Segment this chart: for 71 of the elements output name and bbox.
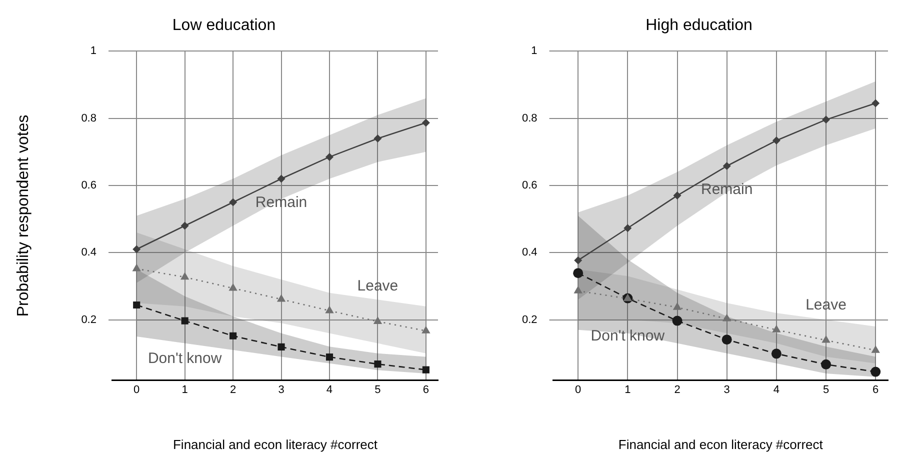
point — [325, 152, 334, 161]
x-tick-label: 5 — [374, 384, 381, 396]
point — [373, 316, 382, 324]
point — [132, 245, 141, 254]
point — [133, 301, 140, 309]
point — [229, 198, 238, 206]
x-tick-label: 5 — [822, 384, 830, 396]
point — [326, 354, 334, 361]
point — [181, 317, 188, 324]
point — [673, 192, 682, 200]
point — [180, 222, 189, 230]
x-tick-label: 2 — [230, 384, 236, 396]
point — [822, 116, 830, 124]
y-tick-label: 0.6 — [522, 180, 538, 192]
point — [722, 314, 732, 322]
x-tick-label: 1 — [182, 384, 188, 396]
y-tick-label: 0.8 — [522, 112, 538, 124]
x-tick-label: 4 — [773, 384, 780, 396]
point — [722, 162, 731, 170]
y-tick-label: 0.4 — [81, 246, 96, 259]
point — [374, 360, 382, 368]
point — [278, 343, 285, 350]
point — [822, 335, 830, 343]
point — [276, 294, 286, 302]
point — [870, 366, 881, 377]
point — [230, 332, 237, 340]
y-tick-label: 0.2 — [522, 314, 538, 326]
x-tick-label: 3 — [724, 384, 730, 396]
point — [422, 366, 430, 374]
y-tick-label: 0.2 — [81, 314, 96, 326]
point — [772, 136, 780, 144]
point — [821, 359, 832, 370]
point — [871, 345, 880, 353]
series-label: Don't know — [148, 350, 222, 367]
point — [132, 264, 141, 272]
x-tick-label: 2 — [674, 384, 680, 396]
point — [672, 316, 682, 326]
point — [374, 134, 382, 142]
point — [573, 268, 584, 278]
point — [672, 302, 682, 310]
x-axis-title: Financial and econ literacy #correct — [172, 436, 378, 452]
x-tick-label: 1 — [624, 384, 631, 396]
x-tick-label: 3 — [278, 384, 284, 396]
chart-title: Low education — [172, 17, 276, 34]
y-tick-label: 1 — [90, 45, 96, 58]
point — [574, 256, 582, 264]
x-tick-label: 0 — [134, 384, 140, 396]
x-axis-title: Financial and econ literacy #correct — [618, 436, 824, 452]
x-tick-label: 0 — [575, 384, 582, 396]
y-tick-label: 0.4 — [522, 246, 538, 259]
y-tick-label: 1 — [531, 45, 538, 58]
point — [422, 118, 430, 127]
point — [722, 334, 732, 345]
point — [772, 324, 781, 332]
x-tick-label: 6 — [422, 384, 430, 396]
point — [574, 286, 582, 294]
series-label: Don't know — [590, 327, 665, 344]
x-tick-label: 4 — [326, 384, 333, 396]
chart-title: High education — [646, 17, 752, 34]
point — [228, 283, 238, 291]
point — [422, 326, 430, 334]
point — [325, 306, 334, 314]
point — [771, 348, 782, 359]
y-axis-title: Probability respondent votes — [15, 114, 32, 317]
y-tick-label: 0.8 — [81, 112, 96, 124]
x-tick-label: 6 — [872, 384, 879, 396]
point — [624, 224, 632, 232]
point — [277, 174, 286, 183]
point — [180, 272, 190, 280]
y-tick-label: 0.6 — [81, 180, 96, 192]
point — [872, 99, 880, 108]
